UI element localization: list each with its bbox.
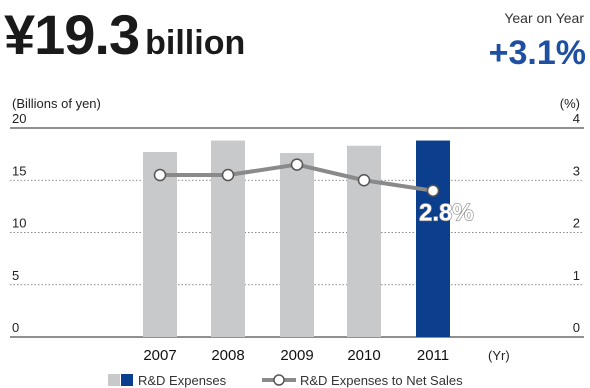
right-tick-3: 3 xyxy=(573,163,580,178)
ratio-point-2007 xyxy=(153,168,167,182)
legend-swatch-marker xyxy=(273,374,285,386)
bars xyxy=(143,140,450,337)
left-tick-15: 15 xyxy=(12,163,26,178)
bar-2011 xyxy=(416,140,450,337)
category-2009: 2009 xyxy=(280,347,313,364)
headline-amount: ¥19.3 xyxy=(4,3,140,66)
category-2008: 2008 xyxy=(211,347,244,364)
headline: ¥19.3 billion xyxy=(4,2,245,67)
right-axis-label: (%) xyxy=(560,96,580,111)
annotation-callout: 2.8% xyxy=(419,200,474,227)
bar-2007 xyxy=(143,152,177,337)
ratio-point-2010 xyxy=(357,174,371,187)
ratio-point-2011 xyxy=(426,184,440,197)
x-unit-label: (Yr) xyxy=(488,348,510,363)
legend-swatch-bar-highlight xyxy=(121,374,133,386)
yoy-label: Year on Year xyxy=(504,10,584,26)
left-tick-10: 10 xyxy=(12,216,26,231)
left-axis-label: (Billions of yen) xyxy=(12,96,101,111)
legend-label-bar: R&D Expenses xyxy=(138,373,227,388)
legend: R&D Expenses R&D Expenses to Net Sales xyxy=(108,373,463,388)
left-tick-20: 20 xyxy=(12,111,26,126)
right-tick-0: 0 xyxy=(573,320,580,335)
category-2007: 2007 xyxy=(143,347,176,364)
category-2011: 2011 xyxy=(417,347,449,364)
right-tick-2: 2 xyxy=(573,216,580,231)
axis-labels: 0 5 10 15 20 0 1 2 3 4 (Billions of yen) (%) 2007 200… xyxy=(12,96,580,364)
headline-unit: billion xyxy=(145,24,246,62)
ratio-point-2008 xyxy=(221,168,235,182)
left-tick-5: 5 xyxy=(12,268,19,283)
yoy-value: +3.1% xyxy=(488,34,586,72)
ratio-line: 2.8% xyxy=(153,158,474,227)
legend-swatch-bar xyxy=(108,374,120,386)
right-tick-4: 4 xyxy=(573,111,580,126)
right-tick-1: 1 xyxy=(573,268,580,283)
category-2010: 2010 xyxy=(347,347,380,364)
ratio-point-2009 xyxy=(290,158,304,171)
bar-2009 xyxy=(280,153,314,337)
legend-label-line: R&D Expenses to Net Sales xyxy=(300,373,463,388)
left-tick-0: 0 xyxy=(12,320,19,335)
